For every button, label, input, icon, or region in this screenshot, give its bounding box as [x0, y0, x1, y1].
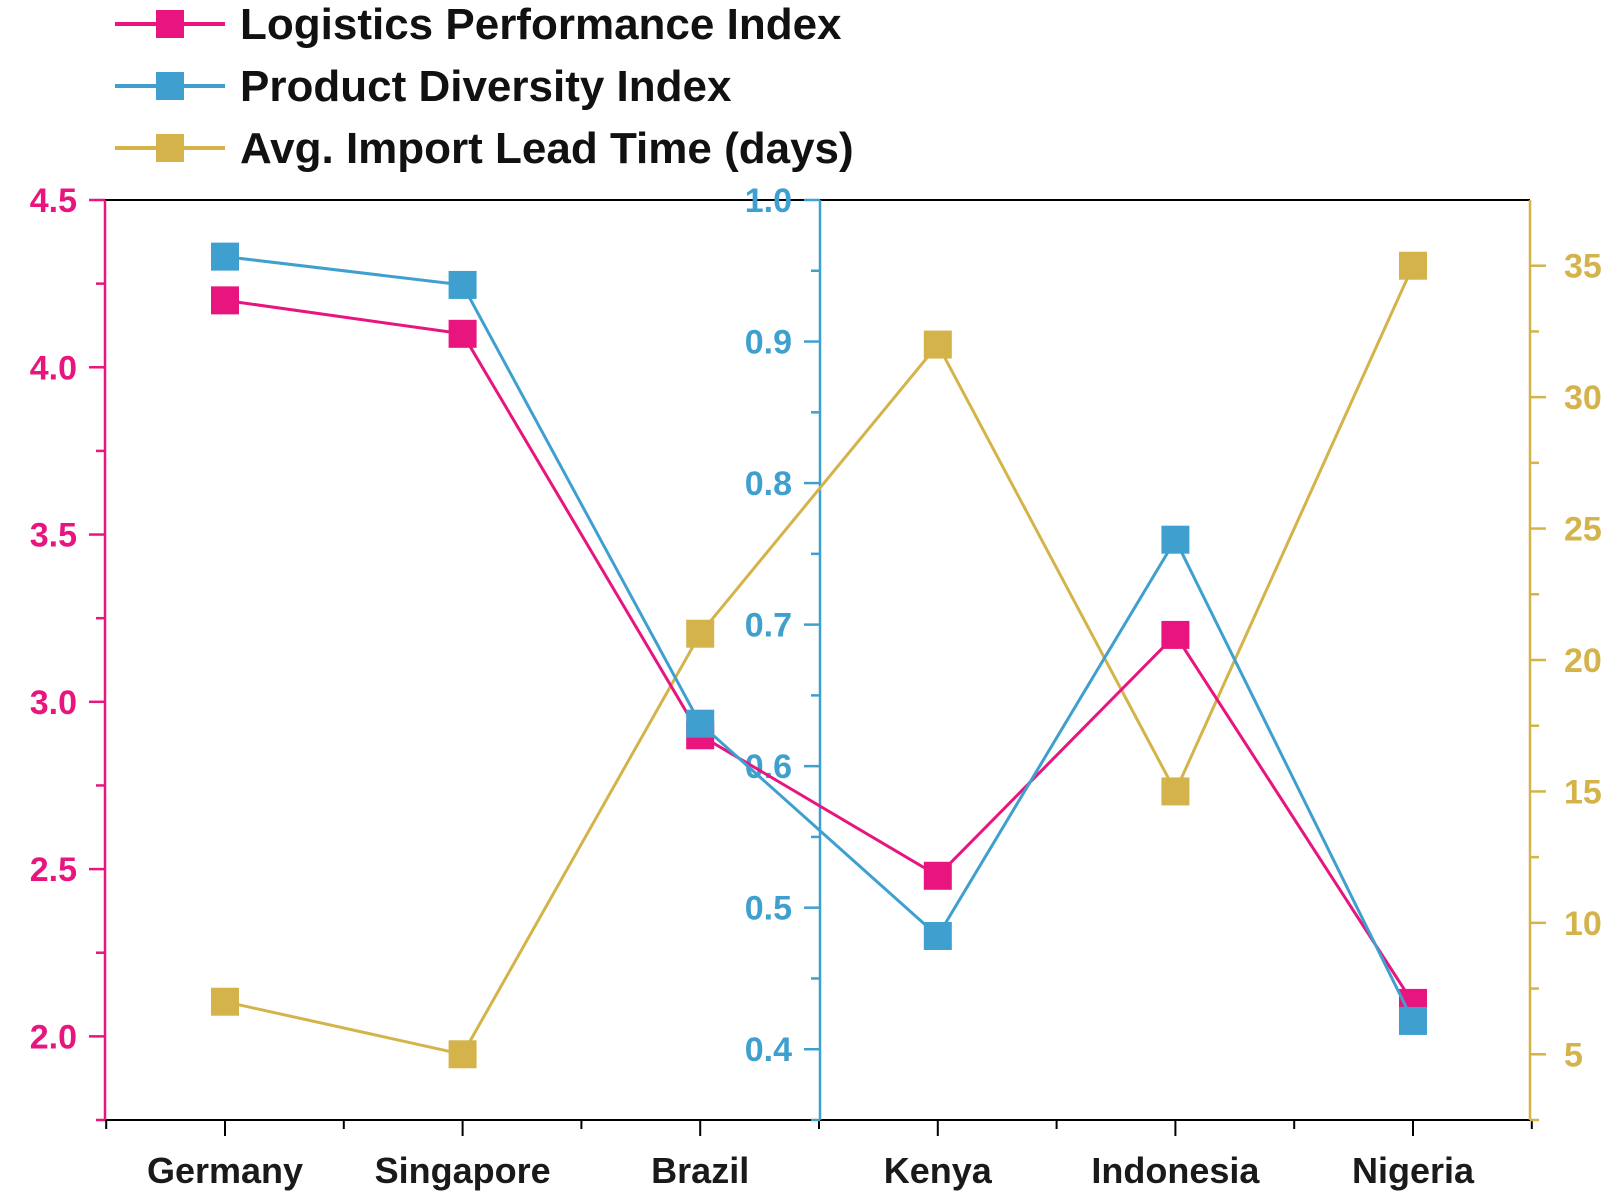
axes: 2.02.53.03.54.04.50.40.50.60.70.80.91.05…	[30, 182, 1602, 1122]
product-diversity-index-marker	[1399, 1006, 1427, 1035]
x-tick-label: Nigeria	[1352, 1150, 1475, 1191]
series-group	[211, 242, 1427, 1069]
avg-import-lead-time-days-marker	[1161, 777, 1190, 806]
right-tick-label: 35	[1564, 248, 1602, 286]
avg-import-lead-time-days-marker	[448, 1040, 477, 1069]
right-tick-label: 25	[1564, 511, 1602, 549]
x-tick-label: Indonesia	[1091, 1150, 1260, 1191]
avg-import-lead-time-days-marker	[211, 987, 239, 1016]
avg-import-lead-time-days-marker	[923, 330, 952, 359]
legend-marker	[156, 72, 184, 100]
product-diversity-index-line	[224, 255, 1415, 1022]
avg-import-lead-time-days-line	[224, 265, 1415, 1056]
right-tick-label: 30	[1564, 379, 1602, 417]
category-labels: Germany Singapore Brazil Kenya Indonesia Nige…	[147, 1150, 1475, 1191]
left-tick-label: 4.5	[30, 182, 77, 220]
legend-marker	[156, 134, 184, 162]
middle-tick-label: 0.9	[745, 324, 792, 362]
legend: Logistics Performance Index Product Diver…	[115, 0, 854, 173]
left-tick-label: 2.5	[30, 851, 77, 889]
avg-import-lead-time-days-marker	[1399, 251, 1427, 280]
product-diversity-index-marker	[923, 922, 952, 950]
legend-label: Product Diversity Index	[240, 62, 732, 111]
middle-tick-label: 0.5	[745, 890, 792, 928]
logistics-performance-index-marker	[1161, 620, 1190, 649]
legend-marker	[156, 10, 184, 38]
logistics-performance-index-line	[224, 298, 1415, 1004]
x-tick-label: Brazil	[651, 1150, 749, 1191]
product-diversity-index-marker	[211, 242, 239, 271]
product-diversity-index-marker	[686, 709, 715, 738]
logistics-performance-index-marker	[211, 286, 239, 315]
middle-tick-label: 0.4	[745, 1031, 792, 1069]
left-tick-label: 3.5	[30, 517, 77, 555]
left-tick-label: 4.0	[30, 349, 77, 387]
x-tick-label: Germany	[147, 1150, 303, 1191]
logistics-performance-index-marker	[923, 861, 952, 890]
avg-import-lead-time-days-marker	[686, 619, 715, 648]
logistics-performance-index-marker	[448, 319, 477, 348]
x-tick-label: Singapore	[375, 1150, 551, 1191]
left-tick-label: 2.0	[30, 1018, 77, 1056]
right-tick-label: 15	[1564, 773, 1602, 811]
left-tick-label: 3.0	[30, 684, 77, 722]
right-tick-label: 5	[1564, 1036, 1583, 1074]
legend-label: Logistics Performance Index	[240, 0, 842, 49]
x-tick-label: Kenya	[884, 1150, 993, 1191]
legend-label: Avg. Import Lead Time (days)	[240, 124, 854, 173]
right-tick-label: 10	[1564, 905, 1602, 943]
product-diversity-index-marker	[448, 270, 477, 299]
product-diversity-index-marker	[1161, 525, 1190, 554]
right-tick-label: 20	[1564, 642, 1602, 680]
middle-tick-label: 0.7	[745, 607, 792, 645]
middle-tick-label: 0.8	[745, 465, 792, 503]
middle-tick-label: 1.0	[745, 182, 792, 220]
